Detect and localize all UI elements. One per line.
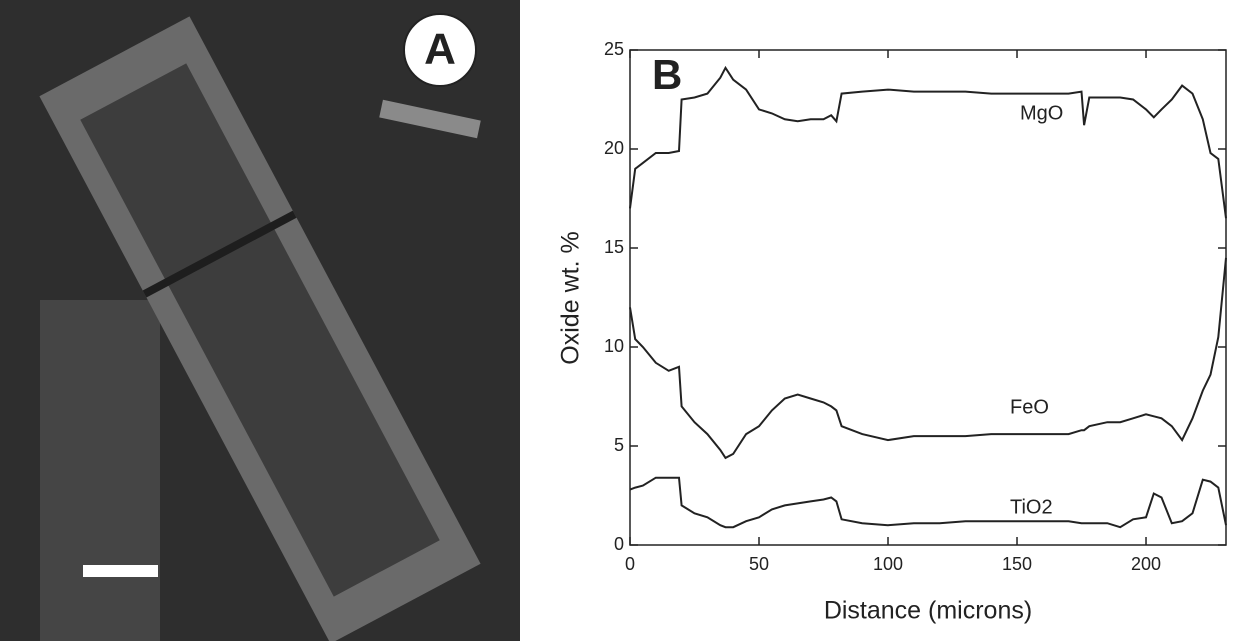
- traverse-line: [142, 210, 297, 298]
- x-tick-label: 50: [749, 554, 769, 574]
- y-tick-label: 20: [604, 138, 624, 158]
- y-tick-label: 25: [604, 39, 624, 59]
- photo-panel: A: [0, 0, 520, 641]
- x-tick-label: 100: [873, 554, 903, 574]
- y-tick-label: 0: [614, 534, 624, 554]
- photo-texture: [40, 300, 160, 641]
- y-tick-label: 10: [604, 336, 624, 356]
- crystal-fragment: [379, 99, 481, 139]
- panel-label: B: [652, 51, 682, 98]
- series-line: [629, 65, 1227, 219]
- y-axis-title: Oxide wt. %: [557, 231, 585, 364]
- x-tick-label: 200: [1131, 554, 1161, 574]
- series-line: [629, 257, 1227, 460]
- x-tick-label: 0: [625, 554, 635, 574]
- photo-label: A: [424, 25, 456, 74]
- scale-bar: [83, 565, 158, 577]
- series-label: MgO: [1020, 102, 1063, 124]
- crystal-core: [80, 63, 440, 597]
- y-tick-label: 15: [604, 237, 624, 257]
- series-label: TiO2: [1010, 496, 1053, 518]
- y-tick-label: 5: [614, 435, 624, 455]
- series-label: FeO: [1010, 396, 1049, 418]
- chart: B Distance (microns) Oxide wt. % 0 50 100 1…: [557, 39, 1227, 625]
- plot-frame: [629, 49, 1227, 546]
- label-circle: [403, 13, 477, 87]
- x-axis-title: Distance (microns): [824, 597, 1032, 625]
- crystal: [39, 16, 481, 641]
- series-line: [629, 476, 1227, 529]
- x-tick-label: 150: [1002, 554, 1032, 574]
